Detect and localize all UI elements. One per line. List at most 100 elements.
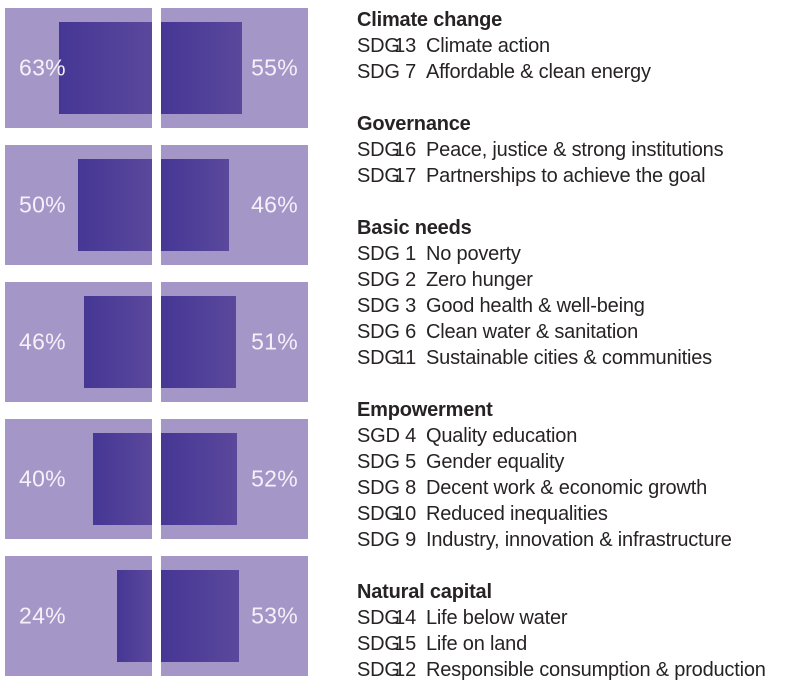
sdg-code: SDG [357,503,400,525]
sdg-name: Life below water [426,607,568,629]
left-bar [59,22,152,114]
left-percent-label: 50% [19,191,66,218]
right-percent-label: 51% [251,328,298,355]
right-panel: 53% [161,556,308,676]
sdg-name: Good health & well-being [426,295,645,317]
sdg-number: 7 [405,61,416,83]
section-heading: Basic needs [357,217,472,239]
category-row-2: 50% 46% [5,145,308,265]
sdg-item: SDG 5 Gender equality [357,449,797,475]
right-panel: 46% [161,145,308,265]
left-percent-label: 46% [19,328,66,355]
left-panel: 63% [5,8,152,128]
category-row-1: 63% 55% [5,8,308,128]
left-percent-label: 24% [19,602,66,629]
sdg-name: Life on land [426,633,528,655]
sdg-code: SDG [357,607,400,629]
sdg-name: Sustainable cities & communities [426,347,712,369]
section-heading: Natural capital [357,581,492,603]
sdg-item: SDG 10 Reduced inequalities [357,501,797,527]
right-percent-label: 55% [251,54,298,81]
left-bar [93,433,152,525]
sdg-code: SDG [357,139,400,161]
sdg-code: SDG [357,633,400,655]
left-panel: 24% [5,556,152,676]
chart-column: 63% 55% 50% 46% 46% 51% 40% [5,8,308,693]
sdg-name: Gender equality [426,451,565,473]
sdg-name: Clean water & sanitation [426,321,638,343]
left-percent-label: 63% [19,54,66,81]
sdg-name: Reduced inequalities [426,503,608,525]
sdg-code: SDG [357,659,400,681]
sdg-item: SDG 15 Life on land [357,631,797,657]
left-panel: 50% [5,145,152,265]
sdg-name: Climate action [426,35,550,57]
sdg-name: Affordable & clean energy [426,61,651,83]
sdg-code: SDG [357,529,400,551]
left-bar [78,159,152,251]
sdg-number: 8 [405,477,416,499]
sdg-number: 5 [405,451,416,473]
sdg-number: 9 [405,529,416,551]
sdg-item: SDG 14 Life below water [357,605,797,631]
sdg-code: SDG [357,295,400,317]
legend-section: Climate change SDG 13 Climate action SDG… [357,7,797,85]
left-bar [84,296,152,388]
sdg-number: 1 [405,243,416,265]
right-panel: 55% [161,8,308,128]
sdg-code: SDG [357,269,400,291]
legend-section: Governance SDG 16 Peace, justice & stron… [357,111,797,189]
right-bar [161,22,242,114]
sdg-name: Responsible consumption & production [426,659,766,681]
sdg-item: SDG 6 Clean water & sanitation [357,319,797,345]
right-bar [161,159,229,251]
category-row-4: 40% 52% [5,419,308,539]
sdg-code: SGD [357,425,400,447]
sdg-item: SDG 16 Peace, justice & strong instituti… [357,137,797,163]
sdg-code: SDG [357,35,400,57]
sdg-code: SDG [357,165,400,187]
right-percent-label: 53% [251,602,298,629]
sdg-item: SDG 9 Industry, innovation & infrastruct… [357,527,797,553]
sdg-number: 10 [394,503,416,525]
right-bar [161,433,237,525]
sdg-name: Decent work & economic growth [426,477,707,499]
sdg-code: SDG [357,347,400,369]
legend-section: Natural capital SDG 14 Life below water … [357,579,797,683]
section-heading: Empowerment [357,399,493,421]
sdg-number: 3 [405,295,416,317]
sdg-item: SDG 2 Zero hunger [357,267,797,293]
sdg-item: SDG 11 Sustainable cities & communities [357,345,797,371]
sdg-item: SDG 8 Decent work & economic growth [357,475,797,501]
sdg-item: SGD 4 Quality education [357,423,797,449]
sdg-number: 15 [394,633,416,655]
sdg-number: 11 [395,347,417,369]
sdg-number: 16 [394,139,416,161]
legend-column: Climate change SDG 13 Climate action SDG… [357,7,797,683]
sdg-item: SDG 12 Responsible consumption & product… [357,657,797,683]
right-percent-label: 46% [251,191,298,218]
right-bar [161,570,239,662]
right-panel: 52% [161,419,308,539]
category-row-5: 24% 53% [5,556,308,676]
left-percent-label: 40% [19,465,66,492]
sdg-item: SDG 17 Partnerships to achieve the goal [357,163,797,189]
sdg-name: Peace, justice & strong institutions [426,139,724,161]
sdg-item: SDG 13 Climate action [357,33,797,59]
right-percent-label: 52% [251,465,298,492]
left-panel: 46% [5,282,152,402]
sdg-item: SDG 7 Affordable & clean energy [357,59,797,85]
left-bar [117,570,152,662]
sdg-code: SDG [357,477,400,499]
sdg-item: SDG 3 Good health & well-being [357,293,797,319]
sdg-code: SDG [357,321,400,343]
sdg-number: 14 [394,607,416,629]
legend-section: Empowerment SGD 4 Quality education SDG … [357,397,797,553]
sdg-item: SDG 1 No poverty [357,241,797,267]
sdg-number: 2 [405,269,416,291]
sdg-code: SDG [357,61,400,83]
right-panel: 51% [161,282,308,402]
section-heading: Climate change [357,9,503,31]
sdg-number: 17 [394,165,416,187]
